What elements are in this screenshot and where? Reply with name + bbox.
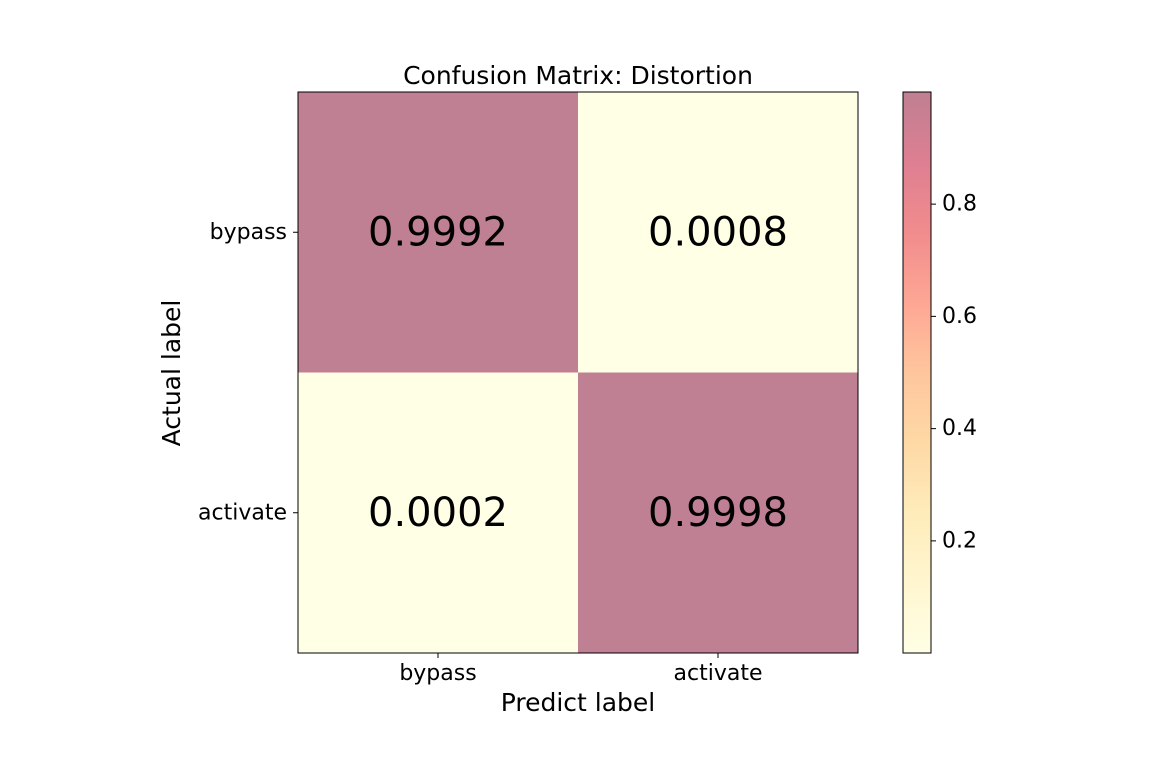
cell-value-label-r1-c1: 0.9998: [648, 490, 788, 536]
heatmap-cell-r1-c0: [298, 372, 578, 653]
heatmap-cell-labels: 0.9992 0.0008 0.0002 0.9998: [368, 209, 788, 536]
y-tick-label: bypass: [210, 220, 287, 245]
colorbar-gradient: [903, 92, 931, 653]
x-axis-label: Predict label: [501, 688, 656, 717]
colorbar-frame: [902, 91, 932, 654]
cell-value-label-r0-c0: 0.9992: [368, 209, 508, 255]
y-axis-ticks: bypass activate: [198, 220, 298, 525]
x-axis-ticks: bypass activate: [399, 653, 762, 686]
cell-value-label-r1-c0: 0.0002: [368, 490, 508, 536]
plot-frame: [297, 91, 859, 654]
colorbar-tick-label: 0.2: [942, 528, 977, 553]
colorbar: 0.2 0.4 0.6 0.8: [902, 91, 977, 654]
colorbar-tick-label: 0.8: [942, 192, 977, 217]
heatmap-cell-r1-c1: [578, 372, 858, 653]
y-tick-label: activate: [198, 500, 287, 525]
colorbar-ticks: 0.2 0.4 0.6 0.8: [931, 192, 977, 553]
colorbar-tick-label: 0.6: [942, 304, 977, 329]
x-tick-label: activate: [674, 661, 763, 686]
heatmap-cell-r0-c1: [578, 92, 858, 373]
heatmap-cells: [298, 92, 858, 653]
y-axis-label: Actual label: [157, 300, 186, 447]
heatmap-cell-r0-c0: [298, 92, 578, 373]
colorbar-tick-label: 0.4: [942, 416, 977, 441]
chart-title: Confusion Matrix: Distortion: [403, 61, 753, 90]
x-tick-label: bypass: [399, 661, 476, 686]
cell-value-label-r0-c1: 0.0008: [648, 209, 788, 255]
